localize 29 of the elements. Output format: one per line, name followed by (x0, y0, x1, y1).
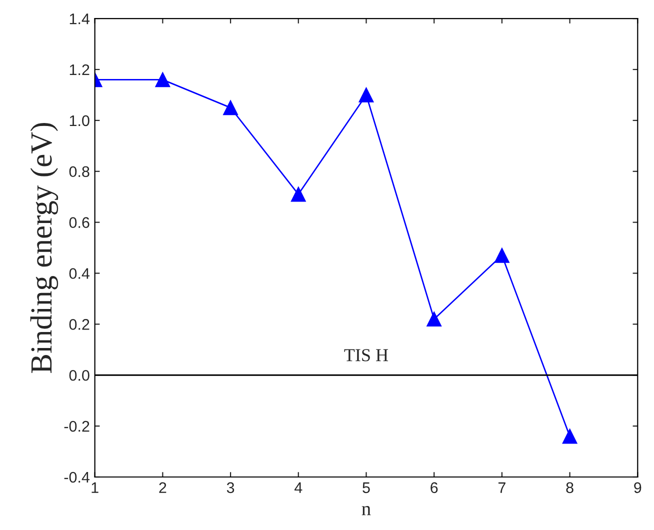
x-axis-title: n (362, 506, 371, 516)
y-tick-label: 0.0 (69, 370, 90, 381)
point (494, 248, 510, 263)
y-tick-label: 1.0 (70, 115, 90, 126)
point (223, 100, 238, 116)
x-tick-label: 2 (159, 482, 166, 493)
y-tick-label: -0.4 (64, 472, 90, 483)
y-axis-title: Binding energy (eV) (30, 122, 58, 374)
y-tick-label: 0.4 (69, 268, 90, 279)
point (290, 186, 306, 202)
y-tick-label: 1.4 (70, 14, 90, 24)
x-tick-label: 7 (498, 482, 506, 493)
y-tick-label: 1.2 (70, 64, 90, 76)
point (358, 87, 374, 102)
point (426, 312, 442, 327)
point (562, 428, 578, 444)
y-tick-label: 0.6 (69, 217, 90, 228)
point (155, 72, 170, 88)
ref-line-label: TIS H (344, 349, 388, 362)
x-tick-label: 5 (362, 482, 370, 494)
x-tick-label: 9 (634, 482, 642, 494)
y-tick-label: 0.2 (69, 319, 90, 330)
x-tick-label: 6 (430, 482, 438, 494)
x-tick-label: 8 (566, 482, 574, 494)
x-tick-label: 1 (92, 482, 98, 493)
y-tick-label: -0.2 (64, 420, 90, 432)
y-tick-label: 0.8 (69, 166, 90, 178)
x-tick-label: 4 (294, 482, 302, 493)
x-tick-label: 3 (226, 482, 234, 494)
